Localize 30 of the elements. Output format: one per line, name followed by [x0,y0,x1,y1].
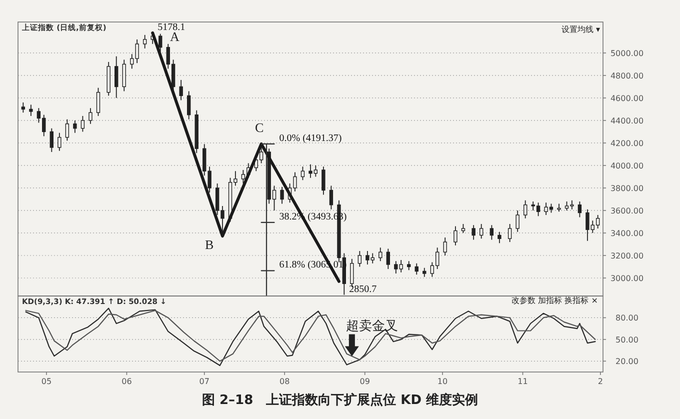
y-tick-label: 4800.00 [610,71,644,80]
annotation: 改参数 加指标 换指标 × [512,296,598,305]
annotation: 超卖金叉 [346,318,398,334]
y-tick-label: 3400.00 [610,228,644,238]
annotation: 0.0% (4191.37) [279,132,342,144]
y-tick-label: 4000.00 [610,161,644,170]
y-tick-label: 4200.00 [610,138,644,148]
y-tick-label: 50.00 [616,335,638,344]
x-tick-label: 05 [41,377,52,386]
x-tick-label: 06 [122,377,132,386]
x-tick-label: 07 [199,377,210,386]
y-tick-label: 3600.00 [610,206,644,216]
x-tick-label: 10 [437,377,448,386]
y-tick-label: 3200.00 [610,251,644,260]
y-tick-label: 4400.00 [610,116,644,126]
y-tick-label: 3000.00 [610,274,644,283]
annotation: B [205,237,214,252]
y-tick-label: 80.00 [616,314,638,323]
annotation: 设置均线 ▾ [561,25,600,34]
y-tick-label: 20.00 [616,357,638,366]
x-tick-label: 09 [360,377,370,386]
annotation: 2850.7 [349,284,377,295]
x-tick-label: 2 [598,377,603,386]
caption: 图 2–18 上证指数向下扩展点位 KD 维度实例 [202,392,478,408]
y-tick-label: 4600.00 [610,94,644,103]
x-tick-label: 08 [280,377,290,386]
y-tick-label: 5000.00 [610,48,644,58]
x-tick-label: 11 [518,377,528,386]
y-tick-label: 3800.00 [610,184,644,193]
annotation: C [255,120,264,135]
